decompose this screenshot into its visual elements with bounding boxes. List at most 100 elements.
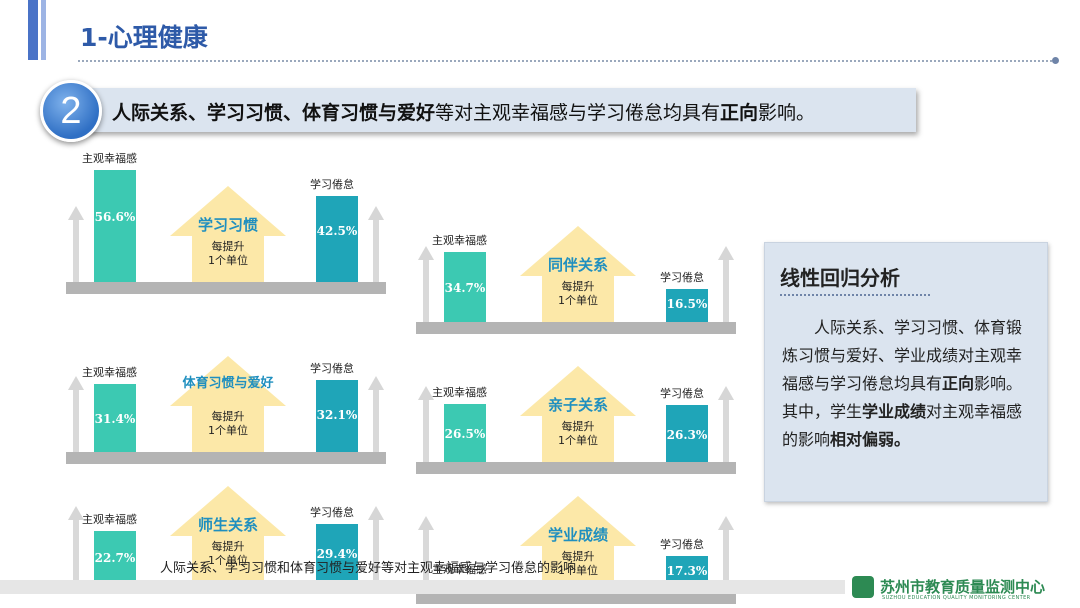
factor-arrow-body xyxy=(192,236,264,282)
wellbeing-label: 主观幸福感 xyxy=(432,234,487,247)
trend-arrow-icon xyxy=(68,376,84,390)
burnout-label: 学习倦怠 xyxy=(310,362,354,375)
wellbeing-bar: 22.7% xyxy=(94,531,136,582)
unit-label: 1个单位 xyxy=(558,294,598,307)
trend-arrow-icon xyxy=(718,516,734,530)
burnout-label: 学习倦怠 xyxy=(660,387,704,400)
trend-arrow-shaft xyxy=(423,530,429,592)
analysis-divider xyxy=(780,294,930,296)
trend-arrow-icon xyxy=(418,516,434,530)
burnout-bar: 16.5% xyxy=(666,289,708,322)
unit-label: 1个单位 xyxy=(208,424,248,437)
factor-arrow-body xyxy=(542,276,614,322)
trend-arrow-shaft xyxy=(423,400,429,462)
trend-arrow-shaft xyxy=(373,390,379,452)
trend-arrow-shaft xyxy=(373,520,379,582)
panel-base xyxy=(416,322,736,334)
figure-caption: 人际关系、学习习惯和体育习惯与爱好等对主观幸福感与学习倦怠的影响 xyxy=(160,561,577,576)
analysis-box xyxy=(764,242,1048,502)
per-unit-label: 每提升 xyxy=(561,280,595,293)
page-title: 1-心理健康 xyxy=(80,23,208,52)
key-finding-banner xyxy=(70,88,916,132)
wellbeing-value: 22.7% xyxy=(94,550,136,565)
per-unit-label: 每提升 xyxy=(561,550,595,563)
wellbeing-bar: 31.4% xyxy=(94,384,136,452)
panel-base xyxy=(416,592,736,604)
title-divider xyxy=(78,60,1056,62)
factor-arrow-icon xyxy=(520,496,636,546)
trend-arrow-icon xyxy=(68,206,84,220)
panel-base xyxy=(416,462,736,474)
factor-arrow-body xyxy=(192,406,264,452)
wellbeing-bar: 26.5% xyxy=(444,404,486,462)
factor-arrow-icon xyxy=(170,356,286,406)
factor-title: 学习习惯 xyxy=(197,216,258,234)
wellbeing-value: 34.7% xyxy=(444,281,486,295)
finding-number-badge: 2 xyxy=(40,80,102,142)
burnout-bar: 26.3% xyxy=(666,405,708,462)
title-accent-bar-light xyxy=(41,0,46,60)
trend-arrow-icon xyxy=(68,506,84,520)
unit-label: 1个单位 xyxy=(558,434,598,447)
factor-arrow-body xyxy=(192,536,264,582)
trend-arrow-shaft xyxy=(73,220,79,282)
factor-title: 同伴关系 xyxy=(547,256,608,274)
burnout-value: 17.3% xyxy=(666,564,708,578)
wellbeing-value: 56.6% xyxy=(94,210,136,224)
burnout-value: 42.5% xyxy=(316,224,358,238)
panel-base xyxy=(66,452,386,464)
burnout-value: 16.5% xyxy=(666,297,708,311)
factor-arrow-icon xyxy=(520,366,636,416)
factor-title: 亲子关系 xyxy=(547,396,608,414)
trend-arrow-icon xyxy=(368,506,384,520)
factor-arrow-icon xyxy=(170,486,286,536)
burnout-label: 学习倦怠 xyxy=(660,538,704,551)
factor-arrow-icon xyxy=(520,226,636,276)
wellbeing-label: 主观幸福感 xyxy=(432,563,487,576)
trend-arrow-shaft xyxy=(73,520,79,582)
wellbeing-bar: 56.6% xyxy=(94,170,136,282)
trend-arrow-shaft xyxy=(373,220,379,282)
footer-band xyxy=(0,580,845,594)
analysis-title: 线性回归分析 xyxy=(780,266,900,290)
wellbeing-label: 主观幸福感 xyxy=(82,152,137,165)
burnout-value: 26.3% xyxy=(666,427,708,442)
trend-arrow-icon xyxy=(718,386,734,400)
trend-arrow-icon xyxy=(368,376,384,390)
wellbeing-bar: 34.7% xyxy=(444,252,486,322)
factor-arrow-body xyxy=(542,416,614,462)
burnout-bar: 42.5% xyxy=(316,196,358,282)
trend-arrow-icon xyxy=(418,386,434,400)
burnout-value: 29.4% xyxy=(316,547,358,561)
trend-arrow-shaft xyxy=(423,260,429,322)
factor-title: 体育习惯与爱好 xyxy=(182,376,274,391)
burnout-label: 学习倦怠 xyxy=(310,506,354,519)
footer-org-name-en: SUZHOU EDUCATION QUALITY MONITORING CENT… xyxy=(882,595,1031,601)
divider-dot xyxy=(1052,57,1059,64)
burnout-bar: 29.4% xyxy=(316,524,358,582)
per-unit-label: 每提升 xyxy=(211,540,245,553)
burnout-label: 学习倦怠 xyxy=(310,178,354,191)
trend-arrow-shaft xyxy=(723,530,729,592)
trend-arrow-icon xyxy=(368,206,384,220)
burnout-bar: 32.1% xyxy=(316,380,358,452)
trend-arrow-shaft xyxy=(723,400,729,462)
trend-arrow-icon xyxy=(718,246,734,260)
wellbeing-value: 26.5% xyxy=(444,427,486,441)
per-unit-label: 每提升 xyxy=(211,240,245,253)
key-finding-text: 人际关系、学习习惯、体育习惯与爱好等对主观幸福感与学习倦怠均具有正向影响。 xyxy=(112,102,816,124)
trend-arrow-icon xyxy=(418,246,434,260)
per-unit-label: 每提升 xyxy=(211,410,245,423)
factor-arrow-icon xyxy=(170,186,286,236)
wellbeing-label: 主观幸福感 xyxy=(82,366,137,379)
footer-org-name: 苏州市教育质量监测中心 xyxy=(880,578,1046,596)
org-logo-icon xyxy=(852,576,874,598)
burnout-value: 32.1% xyxy=(316,408,358,422)
unit-label: 1个单位 xyxy=(208,254,248,267)
title-accent-bar xyxy=(28,0,38,60)
wellbeing-label: 主观幸福感 xyxy=(82,513,137,526)
burnout-label: 学习倦怠 xyxy=(660,271,704,284)
factor-title: 师生关系 xyxy=(197,516,258,534)
trend-arrow-shaft xyxy=(73,390,79,452)
wellbeing-label: 主观幸福感 xyxy=(432,386,487,399)
